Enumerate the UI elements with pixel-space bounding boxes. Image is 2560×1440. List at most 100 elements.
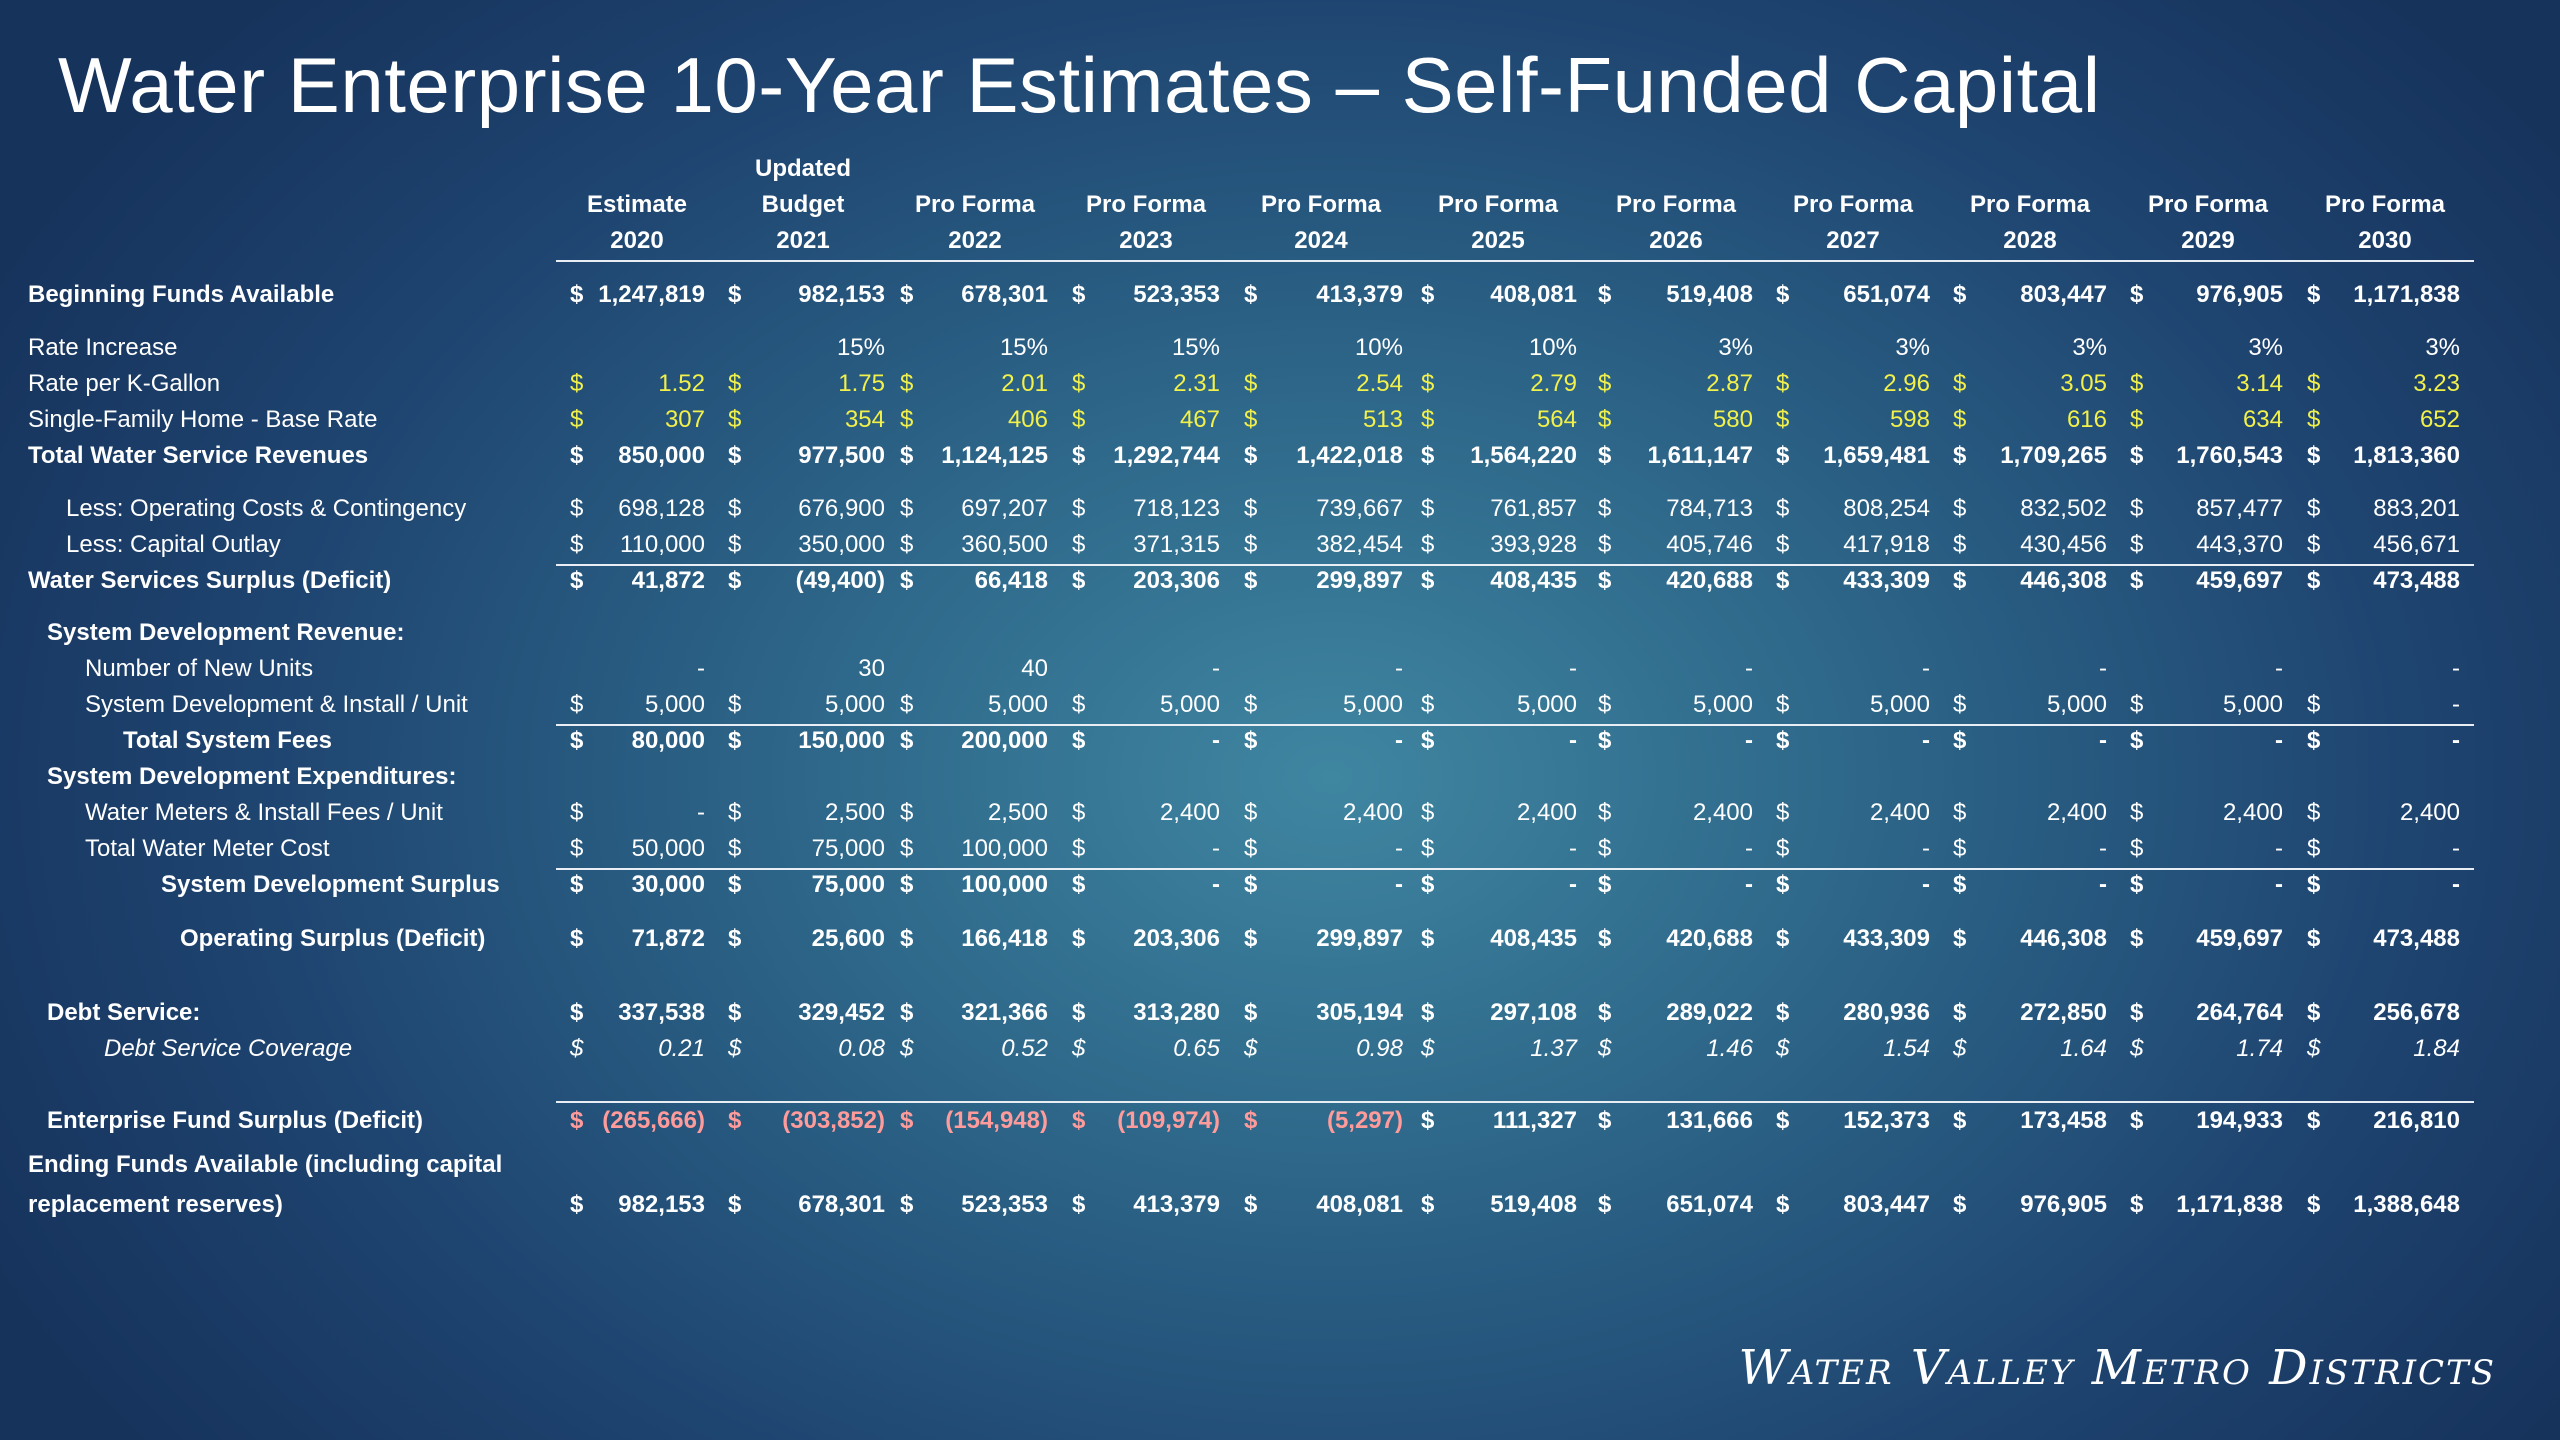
table-cell: 832,502 (2020, 495, 2107, 522)
table-cell: 446,308 (2020, 925, 2107, 952)
table-cell: 803,447 (2020, 281, 2107, 308)
dollar-sign: $ (2307, 871, 2321, 898)
dollar-sign: $ (570, 691, 584, 718)
dollar-sign: $ (1421, 531, 1435, 558)
dollar-sign: $ (1598, 370, 1612, 397)
dollar-sign: $ (1421, 835, 1435, 862)
table-cell: - (1569, 655, 1577, 682)
table-cell: 216,810 (2373, 1107, 2460, 1134)
table-cell: 305,194 (1316, 999, 1403, 1026)
column-header-l3: 2026 (1649, 227, 1703, 254)
column-header-l2: Pro Forma (1969, 191, 2091, 218)
dollar-sign: $ (1776, 925, 1790, 952)
dollar-sign: $ (900, 281, 914, 308)
dollar-sign: $ (728, 1191, 742, 1218)
row-label: Less: Capital Outlay (66, 531, 281, 558)
table-cell: 15% (836, 334, 885, 361)
table-cell: 166,418 (961, 925, 1048, 952)
table-cell: 616 (2066, 406, 2107, 433)
dollar-sign: $ (900, 531, 914, 558)
column-header-l2: Pro Forma (2147, 191, 2269, 218)
dollar-sign: $ (570, 1107, 584, 1134)
dollar-sign: $ (900, 727, 914, 754)
table-cell: - (1395, 655, 1403, 682)
table-cell: 299,897 (1316, 567, 1403, 594)
table-cell: 598 (1889, 406, 1930, 433)
table-cell: 976,905 (2196, 281, 2283, 308)
dollar-sign: $ (1953, 835, 1967, 862)
table-cell: 25,600 (811, 925, 885, 952)
row-label: Rate per K-Gallon (28, 370, 221, 397)
table-cell: 405,746 (1666, 531, 1753, 558)
dollar-sign: $ (2307, 442, 2321, 469)
table-cell: 2.96 (1883, 370, 1930, 397)
table-cell: 564 (1536, 406, 1577, 433)
dollar-sign: $ (1598, 999, 1612, 1026)
table-cell: 3% (2425, 334, 2460, 361)
table-cell: 443,370 (2196, 531, 2283, 558)
table-cell: 513 (1362, 406, 1403, 433)
dollar-sign: $ (1598, 799, 1612, 826)
dollar-sign: $ (1072, 1107, 1086, 1134)
dollar-sign: $ (2307, 406, 2321, 433)
table-cell: 272,850 (2020, 999, 2107, 1026)
table-cell: 1,171,838 (2176, 1191, 2283, 1218)
dollar-sign: $ (1953, 567, 1967, 594)
table-cell: - (2099, 727, 2107, 754)
dollar-sign: $ (570, 835, 584, 862)
table-cell: 2.54 (1356, 370, 1403, 397)
dollar-sign: $ (1244, 281, 1258, 308)
table-cell: 264,764 (2196, 999, 2283, 1026)
dollar-sign: $ (1598, 442, 1612, 469)
table-cell: 80,000 (631, 727, 705, 754)
table-cell: - (2452, 835, 2460, 862)
table-cell: 883,201 (2373, 495, 2460, 522)
column-header-l3: 2028 (2003, 227, 2057, 254)
dollar-sign: $ (900, 1191, 914, 1218)
table-cell: - (1569, 835, 1577, 862)
dollar-sign: $ (1953, 999, 1967, 1026)
table-cell: 857,477 (2196, 495, 2283, 522)
dollar-sign: $ (728, 495, 742, 522)
table-cell: 371,315 (1133, 531, 1220, 558)
dollar-sign: $ (1776, 691, 1790, 718)
table-cell: 651,074 (1666, 1191, 1753, 1218)
dollar-sign: $ (1598, 925, 1612, 952)
row-label: Single-Family Home - Base Rate (28, 406, 378, 433)
table-cell: 30 (858, 655, 885, 682)
dollar-sign: $ (900, 1107, 914, 1134)
dollar-sign: $ (2130, 1107, 2144, 1134)
table-cell: 698,128 (618, 495, 705, 522)
table-cell: (265,666) (602, 1107, 705, 1134)
table-cell: 433,309 (1843, 567, 1930, 594)
table-cell: 678,301 (798, 1191, 885, 1218)
table-cell: 1.54 (1883, 1035, 1930, 1062)
dollar-sign: $ (2307, 1035, 2321, 1062)
table-cell: 173,458 (2020, 1107, 2107, 1134)
dollar-sign: $ (1776, 1035, 1790, 1062)
table-cell: 2,400 (1516, 799, 1577, 826)
dollar-sign: $ (1244, 1107, 1258, 1134)
table-cell: 697,207 (961, 495, 1048, 522)
table-cell: 678,301 (961, 281, 1048, 308)
dollar-sign: $ (570, 1191, 584, 1218)
table-cell: 71,872 (631, 925, 705, 952)
dollar-sign: $ (728, 727, 742, 754)
table-cell: - (2452, 727, 2460, 754)
table-cell: 467 (1179, 406, 1220, 433)
table-cell: 297,108 (1490, 999, 1577, 1026)
table-cell: 2.01 (1001, 370, 1048, 397)
table-cell: 131,666 (1666, 1107, 1753, 1134)
dollar-sign: $ (1244, 442, 1258, 469)
column-header-l2: Budget (761, 191, 845, 218)
table-cell: 413,379 (1316, 281, 1403, 308)
table-cell: 2,400 (1342, 799, 1403, 826)
table-cell: 1,171,838 (2353, 281, 2460, 308)
table-cell: 10% (1528, 334, 1577, 361)
dollar-sign: $ (1776, 835, 1790, 862)
dollar-sign: $ (1953, 281, 1967, 308)
table-cell: 0.08 (838, 1035, 885, 1062)
dollar-sign: $ (1072, 370, 1086, 397)
dollar-sign: $ (900, 925, 914, 952)
column-header-l3: 2030 (2358, 227, 2412, 254)
